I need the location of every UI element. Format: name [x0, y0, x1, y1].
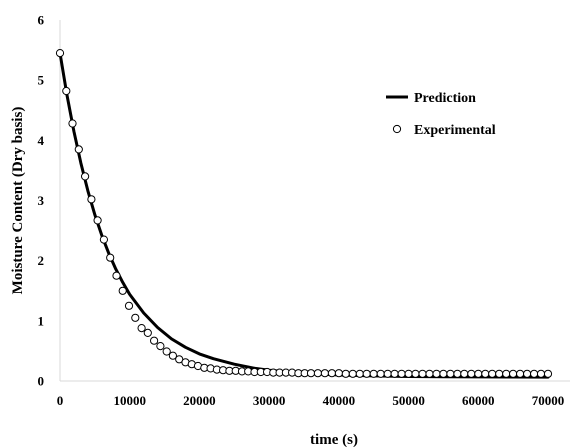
experimental-point — [118, 286, 127, 295]
experimental-point — [543, 369, 553, 378]
experimental-point — [411, 369, 420, 378]
experimental-point — [495, 369, 504, 378]
experimental-point — [453, 369, 462, 378]
experimental-point — [439, 369, 448, 378]
experimental-point — [131, 313, 140, 322]
experimental-point — [313, 369, 322, 378]
experimental-point — [81, 172, 90, 181]
experimental-point — [460, 369, 469, 378]
y-tick-label: 3 — [38, 193, 45, 208]
experimental-point — [404, 369, 413, 378]
experimental-point — [355, 369, 364, 378]
x-tick-label: 0 — [57, 393, 64, 408]
experimental-point — [348, 369, 357, 378]
x-tick-label: 60000 — [462, 393, 495, 408]
y-tick-label: 0 — [38, 374, 45, 389]
experimental-point — [397, 369, 406, 378]
experimental-point — [376, 369, 385, 378]
experimental-point — [516, 369, 525, 378]
legend: Prediction Experimental — [386, 91, 496, 138]
y-axis-title: Moisture Content (Dry basis) — [10, 107, 26, 295]
plot-series — [55, 49, 553, 379]
experimental-point — [341, 369, 350, 378]
x-tick-label: 40000 — [323, 393, 356, 408]
experimental-point — [536, 369, 546, 378]
experimental-point — [523, 369, 532, 378]
experimental-point — [55, 49, 65, 58]
experimental-point — [425, 369, 434, 378]
y-tick-label: 5 — [38, 73, 45, 88]
experimental-point — [488, 369, 497, 378]
x-tick-label: 70000 — [532, 393, 565, 408]
experimental-point — [106, 253, 115, 262]
legend-experimental-label: Experimental — [414, 123, 496, 138]
experimental-point — [137, 324, 146, 333]
experimental-point — [150, 336, 159, 345]
experimental-point — [306, 369, 316, 378]
experimental-point — [446, 369, 455, 378]
experimental-point — [320, 369, 329, 378]
experimental-point — [327, 369, 336, 378]
experimental-point — [74, 145, 83, 154]
experimental-point — [432, 369, 441, 378]
experimental-point — [481, 369, 490, 378]
experimental-point — [112, 271, 121, 280]
experimental-point — [168, 351, 177, 360]
y-tick-label: 6 — [38, 13, 45, 28]
experimental-point — [68, 119, 77, 128]
experimental-point — [93, 216, 102, 225]
experimental-point — [362, 369, 371, 378]
experimental-point — [124, 301, 134, 310]
experimental-point — [508, 369, 518, 378]
experimental-point — [62, 86, 71, 96]
experimental-point — [418, 369, 427, 378]
experimental-point — [390, 369, 399, 378]
x-tick-label: 20000 — [183, 393, 216, 408]
experimental-point — [502, 369, 511, 378]
experimental-point — [87, 195, 96, 204]
legend-experimental-marker — [392, 124, 402, 134]
y-tick-label: 1 — [38, 313, 45, 328]
experimental-point — [143, 328, 152, 337]
experimental-point — [369, 369, 378, 378]
axes — [59, 20, 570, 382]
x-tick-label: 50000 — [392, 393, 425, 408]
y-tick-label: 4 — [38, 133, 45, 148]
x-tick-label: 10000 — [113, 393, 146, 408]
x-tick-label: 30000 — [253, 393, 286, 408]
experimental-point — [99, 235, 109, 244]
y-tick-labels: 0 1 2 3 4 5 6 — [38, 13, 45, 389]
experimental-point — [530, 369, 539, 378]
experimental-point — [467, 369, 476, 378]
y-tick-label: 2 — [38, 253, 45, 268]
experimental-point — [383, 369, 392, 378]
experimental-point — [156, 342, 165, 351]
x-axis-title: time (s) — [310, 432, 358, 448]
experimental-point — [162, 347, 171, 356]
experimental-point — [334, 369, 343, 378]
x-tick-labels: 0 10000 20000 30000 40000 50000 60000 70000 — [57, 393, 565, 408]
experimental-point — [474, 369, 483, 378]
legend-prediction-label: Prediction — [414, 91, 476, 106]
